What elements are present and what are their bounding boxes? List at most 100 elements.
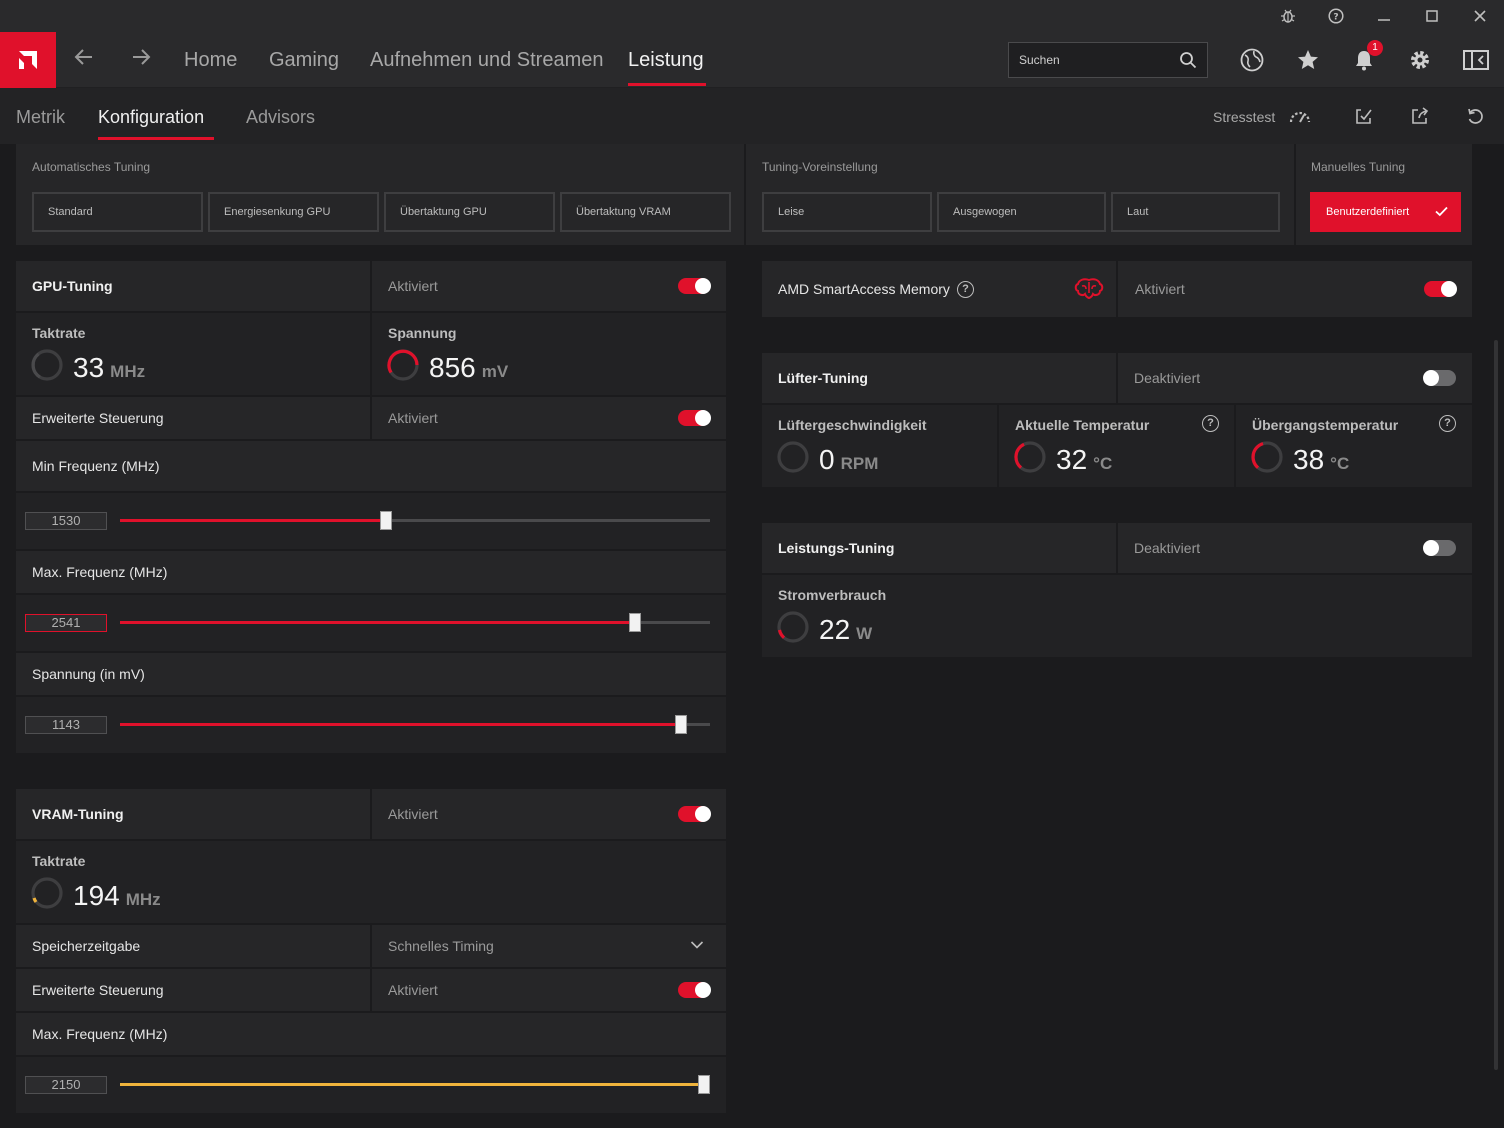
vram-max-freq-slider-handle[interactable] [698,1075,710,1094]
temp-help-icon[interactable]: ? [1202,415,1219,432]
notification-bell-icon[interactable] [1350,46,1378,74]
nav-performance[interactable]: Leistung [628,49,704,71]
gpu-voltage-label-row [16,653,726,695]
svg-text:?: ? [1333,13,1338,23]
gpu-tuning-header [16,261,370,311]
globe-icon[interactable] [1238,46,1266,74]
star-icon[interactable] [1294,46,1322,74]
gpu-max-freq-input[interactable]: 2541 [25,614,107,632]
chevron-down-icon[interactable] [690,940,704,950]
vram-tuning-header [16,789,370,839]
nav-active-underline [628,83,706,86]
vram-timing-value[interactable]: Schnelles Timing [388,938,494,954]
nav-record-stream[interactable]: Aufnehmen und Streamen [370,49,604,71]
forward-arrow-icon[interactable] [127,46,155,74]
power-tuning-status: Deaktiviert [1134,540,1201,556]
preset-standard-button[interactable]: Standard [32,192,203,232]
vram-tuning-status-cell [372,789,726,839]
fan-tuning-title: Lüfter-Tuning [778,370,868,386]
gpu-clock-label: Taktrate [32,325,86,341]
help-icon[interactable]: ? [1323,4,1349,28]
search-icon[interactable] [1179,51,1197,69]
gpu-min-freq-label: Min Frequenz (MHz) [32,458,160,474]
junction-help-icon[interactable]: ? [1439,415,1456,432]
sidebar-toggle-icon[interactable] [1462,46,1490,74]
power-consumption-cell [762,575,1472,657]
gpu-advanced-control-toggle[interactable] [678,410,711,426]
nav-home[interactable]: Home [184,49,238,71]
import-profile-icon[interactable] [1352,104,1376,128]
power-tuning-header [762,523,1116,573]
vram-max-freq-label: Max. Frequenz (MHz) [32,1026,168,1042]
settings-gear-icon[interactable] [1406,46,1434,74]
back-arrow-icon[interactable] [70,46,98,74]
preset-loud-button[interactable]: Laut [1111,192,1280,232]
vram-clock-gauge-icon [31,877,63,909]
bug-report-icon[interactable] [1275,4,1301,28]
close-icon[interactable] [1467,4,1493,28]
search-box[interactable] [1008,42,1208,78]
gpu-tuning-status: Aktiviert [388,278,438,294]
gpu-voltage-slider[interactable] [120,715,710,734]
tab-metrics[interactable]: Metrik [16,107,65,127]
gpu-voltage-label: Spannung [388,325,457,341]
sam-header [762,261,1116,317]
gpu-min-freq-slider[interactable] [120,511,710,530]
gpu-min-freq-slider-handle[interactable] [380,511,393,530]
preset-overclock-gpu-button[interactable]: Übertaktung GPU [384,192,555,232]
vram-advanced-label-cell [16,969,370,1011]
search-input[interactable] [1019,50,1169,70]
gpu-max-freq-label: Max. Frequenz (MHz) [32,564,168,580]
preset-undervolt-gpu-button[interactable]: Energiesenkung GPU [208,192,379,232]
export-profile-icon[interactable] [1408,104,1432,128]
fan-temp-value: 32 °C [1056,444,1113,475]
tab-advisors[interactable]: Advisors [246,107,316,127]
stresstest-label[interactable]: Stresstest [1213,109,1276,125]
gpu-clock-value: 33 MHz [73,352,146,383]
amd-logo[interactable] [0,32,56,88]
tab-configuration[interactable]: Konfiguration [98,107,205,127]
nav-gaming[interactable]: Gaming [269,49,340,71]
sam-help-icon[interactable]: ? [957,281,974,298]
scrollbar[interactable] [1494,340,1498,1070]
vram-max-freq-input[interactable]: 2150 [25,1076,107,1094]
preset-overclock-vram-button[interactable]: Übertaktung VRAM [560,192,731,232]
gpu-clock-gauge-icon [31,349,63,381]
preset-quiet-button[interactable]: Leise [762,192,932,232]
tab-active-underline [98,137,214,140]
vram-advanced-control-toggle[interactable] [678,982,711,998]
manual-tuning-label: Manuelles Tuning [1311,160,1406,174]
gpu-max-freq-slider[interactable] [120,613,710,632]
reset-icon[interactable] [1463,104,1487,128]
gpu-voltage-input[interactable]: 1143 [25,716,107,734]
fan-speed-value: 0 RPM [819,444,879,475]
power-tuning-toggle[interactable] [1423,540,1456,556]
sam-status: Aktiviert [1135,281,1185,297]
gpu-max-freq-slider-handle[interactable] [628,613,641,632]
gpu-advanced-status-cell [372,397,726,439]
gpu-tuning-toggle[interactable] [678,278,711,294]
gpu-min-freq-input[interactable]: 1530 [25,512,107,530]
fan-tuning-toggle[interactable] [1423,370,1456,386]
fan-junction-value: 38 °C [1293,444,1350,475]
preset-balanced-button[interactable]: Ausgewogen [937,192,1106,232]
stresstest-gauge-icon[interactable] [1288,104,1312,128]
sam-toggle[interactable] [1424,281,1457,297]
preset-custom-button[interactable]: Benutzerdefiniert [1310,192,1461,232]
vram-advanced-control-status: Aktiviert [388,982,438,998]
fan-tuning-status: Deaktiviert [1134,370,1201,386]
vram-advanced-control-label: Erweiterte Steuerung [32,982,164,998]
vram-clock-cell [16,841,726,923]
power-consumption-value: 22 W [819,614,873,645]
vram-max-freq-slider[interactable] [120,1075,710,1094]
minimize-icon[interactable] [1371,4,1397,28]
fan-speed-gauge-icon [777,441,809,473]
gpu-voltage-slider-handle[interactable] [674,715,687,734]
vram-max-freq-label-row [16,1013,726,1055]
power-consumption-label: Stromverbrauch [778,587,887,603]
gpu-max-freq-label-row [16,551,726,593]
vram-timing-dropdown[interactable] [372,925,726,967]
sam-title: AMD SmartAccess Memory [778,281,950,297]
maximize-icon[interactable] [1419,4,1445,28]
vram-tuning-toggle[interactable] [678,806,711,822]
